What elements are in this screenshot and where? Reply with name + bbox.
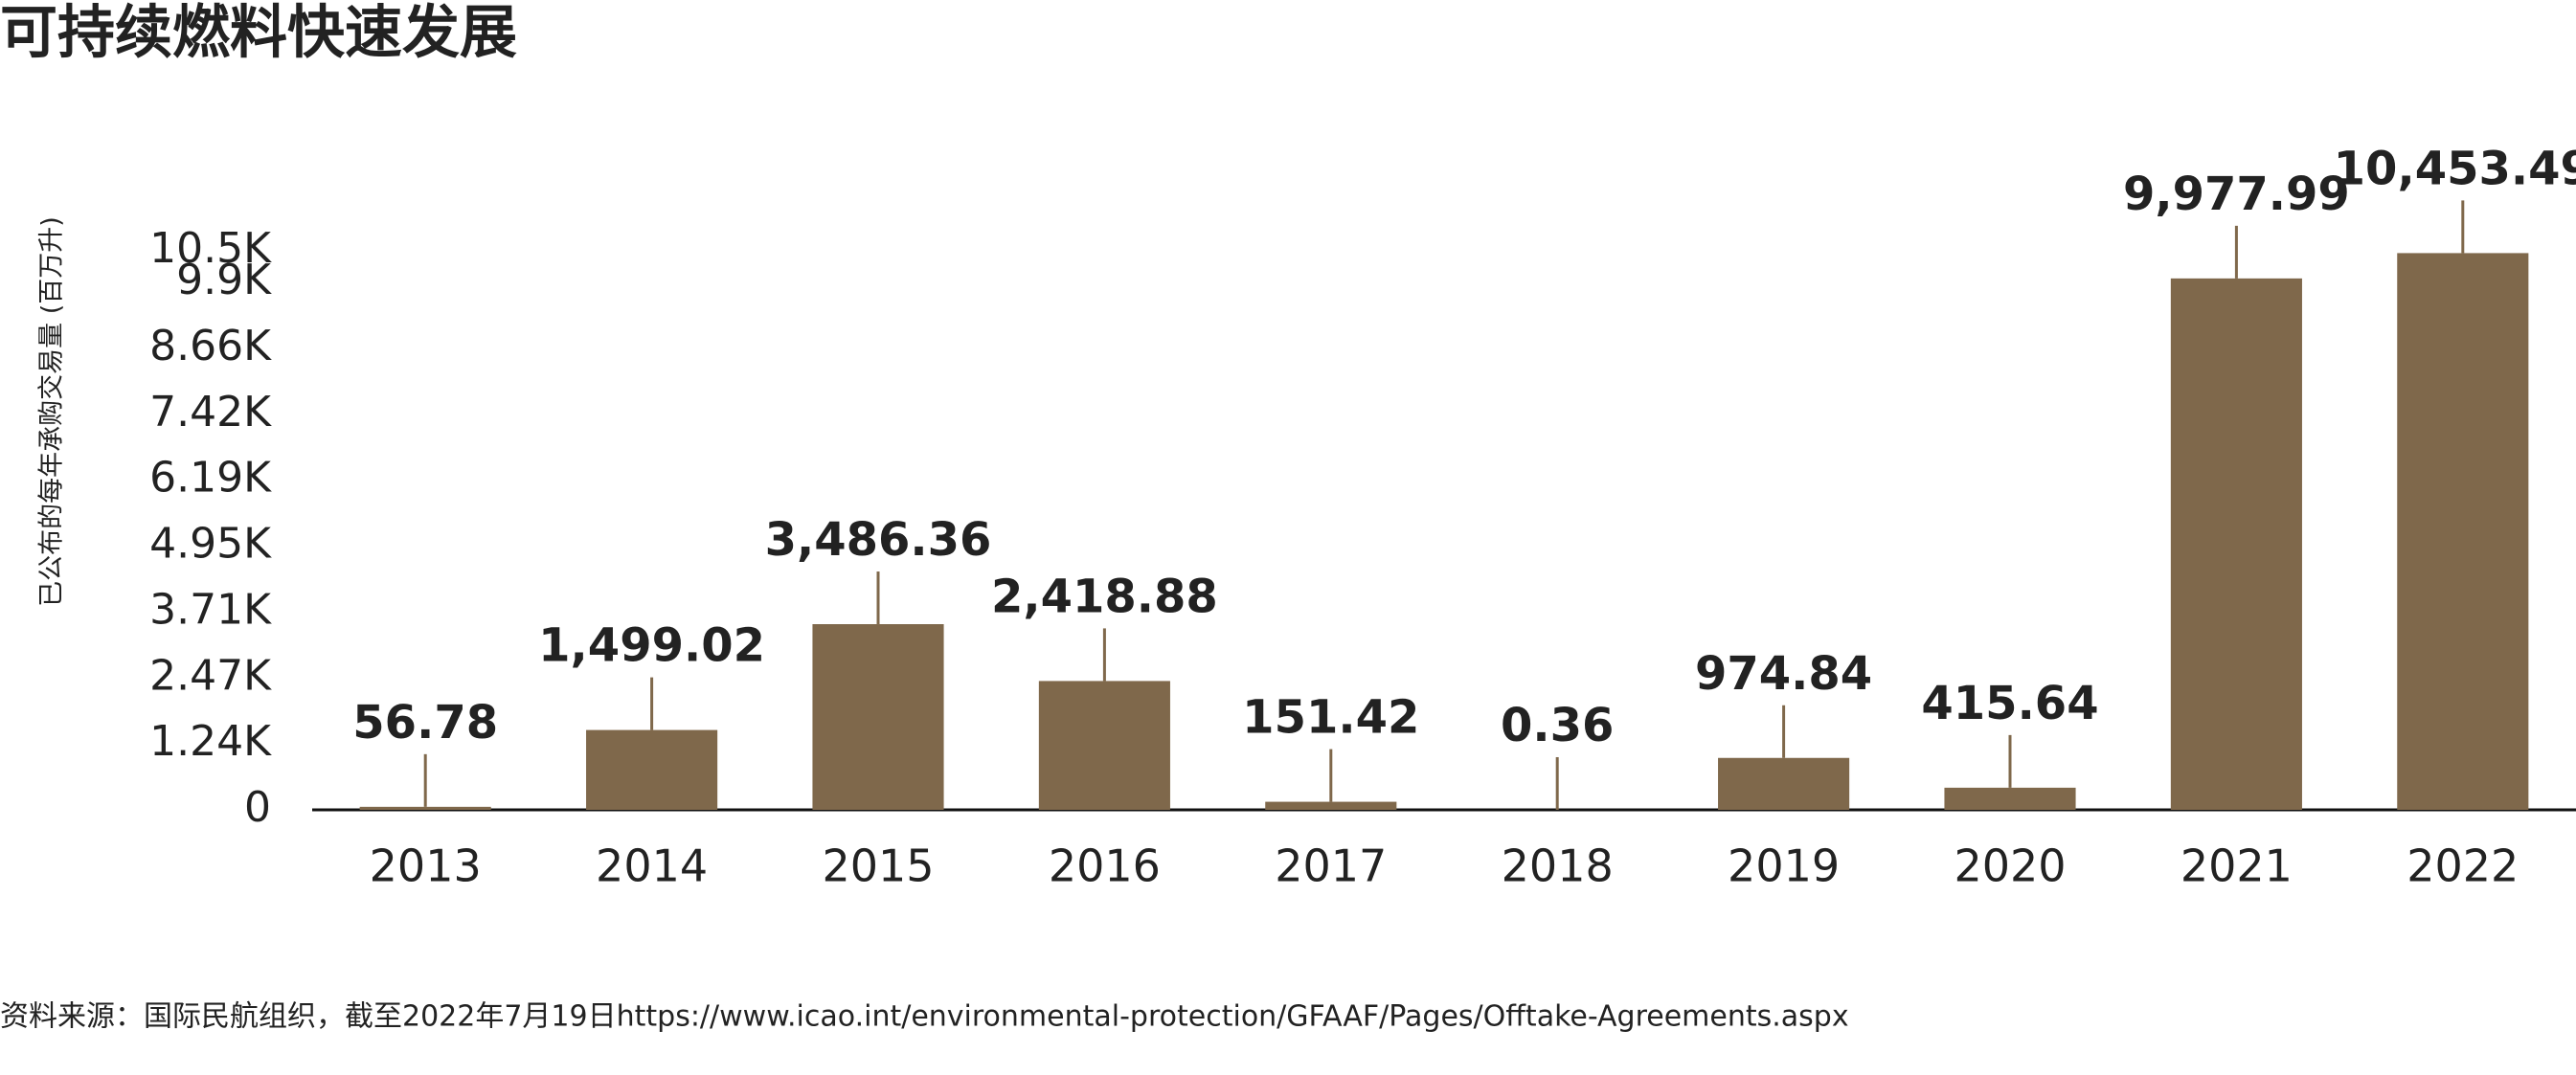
y-tick-label: 1.24K [149,717,272,766]
bar [586,729,718,810]
x-tick-label: 2021 [2181,840,2293,892]
value-label: 2,418.88 [991,570,1218,623]
value-label: 0.36 [1501,699,1614,752]
bar [1038,681,1170,810]
y-axis-label: 已公布的每年承购交易量 (百万升) [37,216,67,607]
y-tick-label: 9.9K [176,256,272,304]
x-tick-label: 2019 [1728,840,1840,892]
y-tick-label: 6.19K [149,454,272,503]
bar [359,806,491,810]
value-label: 1,499.02 [538,619,765,673]
y-tick-label: 3.71K [149,586,272,635]
bar [1265,801,1397,810]
x-tick-label: 2013 [370,840,482,892]
value-label: 974.84 [1695,647,1872,701]
chart-title: 可持续燃料快速发展 [0,0,517,67]
bar [2397,253,2529,810]
bar [812,624,944,810]
value-label: 3,486.36 [765,513,992,567]
y-tick-label: 7.42K [149,388,272,437]
bar [2170,278,2302,810]
x-tick-label: 2022 [2407,840,2519,892]
x-tick-label: 2018 [1502,840,1614,892]
x-tick-label: 2020 [1954,840,2066,892]
y-tick-label: 4.95K [149,520,272,569]
y-tick-label: 8.66K [149,322,272,370]
y-tick-label: 0 [244,783,271,832]
value-label: 415.64 [1921,677,2098,730]
source-note: 资料来源：国际民航组织，截至2022年7月19日https://www.icao… [0,1000,1849,1034]
value-label: 10,453.49 [2334,142,2576,195]
value-label: 56.78 [352,696,498,750]
x-tick-label: 2014 [596,840,708,892]
x-tick-label: 2015 [822,840,934,892]
x-tick-label: 2016 [1049,840,1161,892]
y-tick-label: 2.47K [149,652,272,701]
bar [1944,787,2076,810]
bar [1718,757,1850,810]
value-label: 9,977.99 [2123,168,2350,221]
y-tick-label: 10.5K [149,224,272,273]
value-label: 151.42 [1242,691,1419,745]
x-tick-label: 2017 [1275,840,1387,892]
